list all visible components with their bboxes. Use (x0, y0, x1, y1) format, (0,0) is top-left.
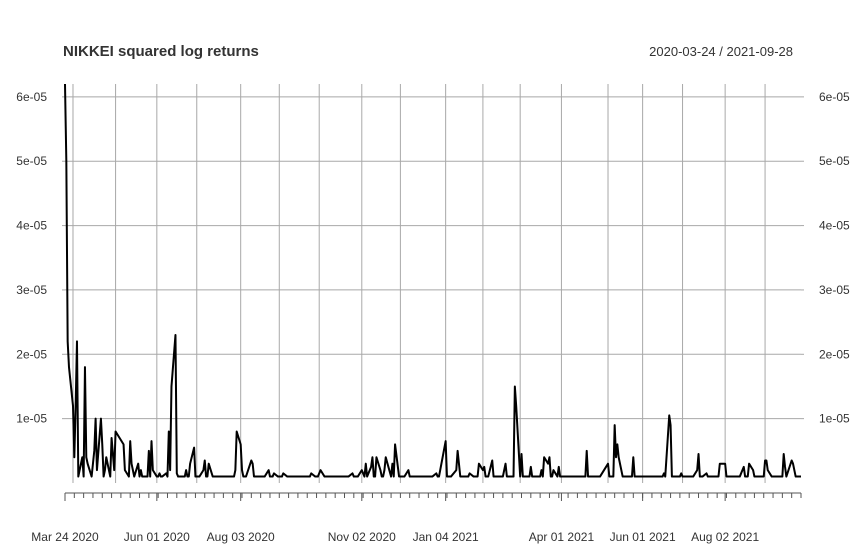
y-axis-right: 1e-05 2e-05 3e-05 4e-05 5e-05 6e-05 (801, 90, 850, 426)
grid-layer (65, 84, 801, 483)
chart-title: NIKKEI squared log returns (63, 43, 259, 60)
y-tick-label: 4e-05 (16, 219, 47, 233)
x-tick-label: Jan 04 2021 (413, 530, 479, 544)
x-axis: Mar 24 2020 Jun 01 2020 Aug 03 2020 Nov 02 … (31, 492, 802, 544)
y-axis-left: 1e-05 2e-05 3e-05 4e-05 5e-05 6e-05 (16, 90, 65, 426)
y-tick-label: 6e-05 (819, 90, 850, 104)
y-tick-label: 6e-05 (16, 90, 47, 104)
x-tick-label: Apr 01 2021 (529, 530, 595, 544)
date-range-label: 2020-03-24 / 2021-09-28 (649, 44, 793, 59)
y-tick-label: 1e-05 (16, 412, 47, 426)
y-tick-label: 2e-05 (819, 347, 850, 361)
series-layer (64, 83, 801, 478)
x-tick-label: Jun 01 2021 (610, 530, 676, 544)
series-line (64, 83, 801, 478)
x-tick-label: Aug 03 2020 (207, 530, 275, 544)
x-tick-label: Mar 24 2020 (31, 530, 99, 544)
y-tick-label: 3e-05 (819, 283, 850, 297)
y-tick-label: 4e-05 (819, 219, 850, 233)
y-tick-label: 1e-05 (819, 412, 850, 426)
y-tick-label: 3e-05 (16, 283, 47, 297)
y-tick-label: 5e-05 (16, 154, 47, 168)
x-tick-label: Nov 02 2020 (328, 530, 396, 544)
y-tick-label: 5e-05 (819, 154, 850, 168)
x-tick-label: Aug 02 2021 (691, 530, 759, 544)
x-tick-label: Jun 01 2020 (124, 530, 190, 544)
y-tick-label: 2e-05 (16, 347, 47, 361)
